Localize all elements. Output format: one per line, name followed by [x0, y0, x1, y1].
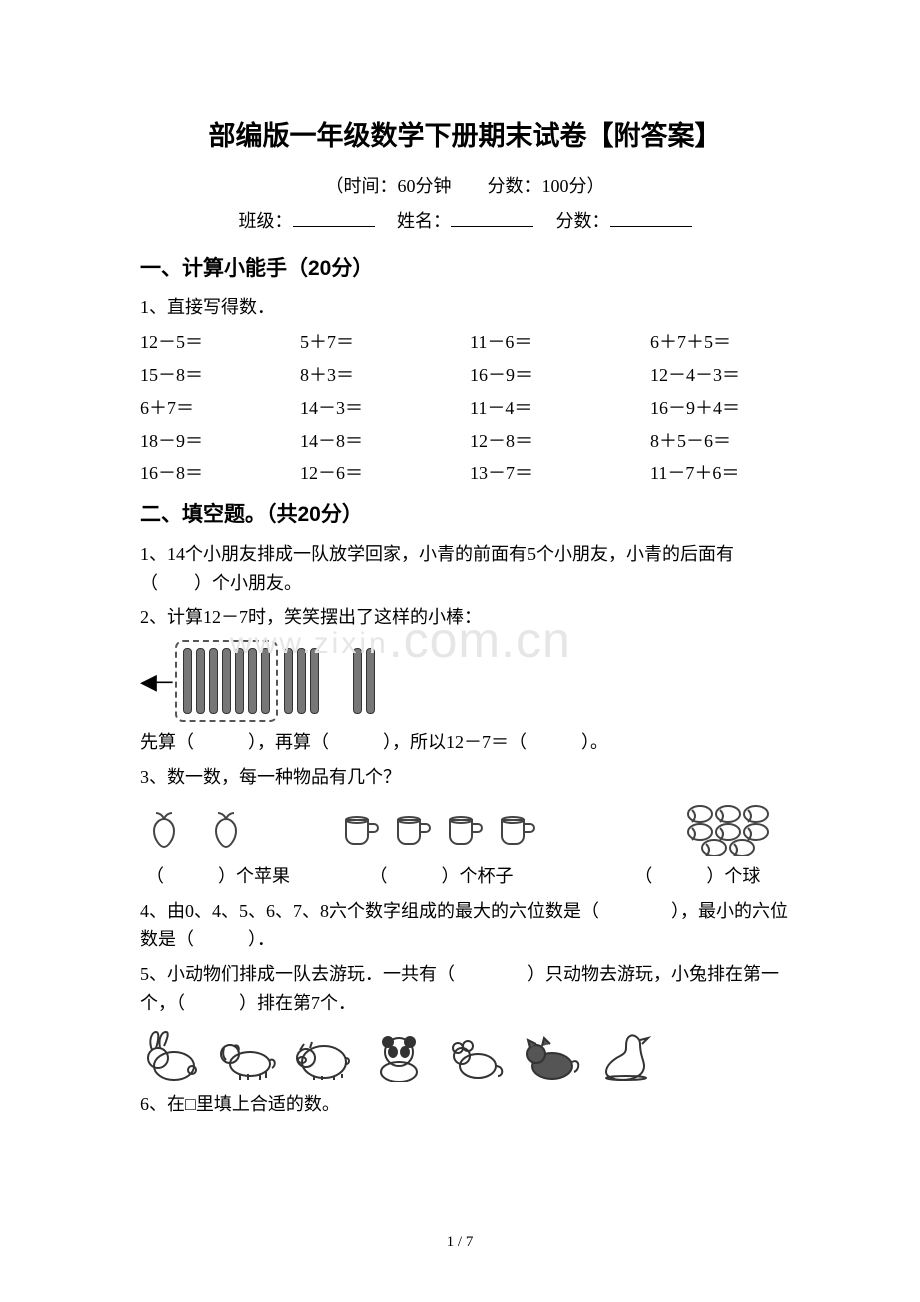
- math-cell: 12－6＝: [300, 459, 470, 488]
- sticks-diagram: ◀─: [140, 640, 790, 722]
- stick-icon: [183, 648, 192, 714]
- math-row: 15－8＝8＋3＝16－9＝12－4－3＝: [140, 361, 790, 390]
- goose-icon: [596, 1030, 658, 1082]
- meta-line: （时间：60分钟 分数：100分）: [140, 172, 790, 201]
- stick-icon: [196, 648, 205, 714]
- class-label: 班级：: [239, 211, 293, 231]
- math-cell: 16－8＝: [140, 459, 300, 488]
- cup-group: [340, 810, 590, 848]
- stick-icon: [310, 648, 319, 714]
- section-1-heading: 一、计算小能手（20分）: [140, 252, 790, 286]
- dog-icon: [216, 1030, 278, 1082]
- math-cell: 11－7＋6＝: [650, 459, 790, 488]
- apple-label: （ ）个苹果: [140, 862, 345, 891]
- math-cell: 16－9＋4＝: [650, 394, 790, 423]
- math-cell: 16－9＝: [470, 361, 650, 390]
- stick-icon: [366, 648, 375, 714]
- balls-icon: [682, 802, 770, 856]
- q2-4: 4、由0、4、5、6、7、8六个数字组成的最大的六位数是（ ），最小的六位数是（…: [140, 897, 790, 955]
- animals-row: [140, 1030, 790, 1082]
- math-row: 18－9＝14－8＝12－8＝8＋5－6＝: [140, 427, 790, 456]
- q1-1-label: 1、直接写得数．: [140, 293, 790, 322]
- ball-label: （ ）个球: [592, 862, 790, 891]
- stick-icon: [261, 648, 270, 714]
- math-row: 6＋7＝14－3＝11－4＝16－9＋4＝: [140, 394, 790, 423]
- math-cell: 14－3＝: [300, 394, 470, 423]
- math-cell: 13－7＝: [470, 459, 650, 488]
- math-cell: 11－4＝: [470, 394, 650, 423]
- pig-icon: [292, 1030, 354, 1082]
- stick-icon: [297, 648, 306, 714]
- section-2-heading: 二、填空题。（共20分）: [140, 498, 790, 532]
- page: 部编版一年级数学下册期末试卷【附答案】 （时间：60分钟 分数：100分） 班级…: [0, 0, 920, 1302]
- stick-icon: [209, 648, 218, 714]
- stick-icon: [353, 648, 362, 714]
- apple-icon: [202, 809, 250, 849]
- q2-2-intro: 2、计算12－7时，笑笑摆出了这样的小棒：: [140, 603, 790, 632]
- q2-5: 5、小动物们排成一队去游玩．一共有（ ）只动物去游玩，小兔排在第一个，（ ）排在…: [140, 960, 790, 1018]
- score-label: 分数：: [556, 211, 610, 231]
- math-cell: 8＋3＝: [300, 361, 470, 390]
- q2-1: 1、14个小朋友排成一队放学回家，小青的前面有5个小朋友，小青的后面有（ ）个小…: [140, 540, 790, 598]
- math-cell: 5＋7＝: [300, 328, 470, 357]
- math-grid: 12－5＝5＋7＝11－6＝6＋7＋5＝ 15－8＝8＋3＝16－9＝12－4－…: [140, 328, 790, 488]
- math-cell: 12－5＝: [140, 328, 300, 357]
- math-row: 16－8＝12－6＝13－7＝11－7＋6＝: [140, 459, 790, 488]
- mouse-icon: [444, 1030, 506, 1082]
- class-blank[interactable]: [293, 208, 375, 227]
- arrow-left-icon: ◀─: [140, 664, 173, 699]
- stick-icon: [248, 648, 257, 714]
- sticks-dashed-box: [175, 640, 278, 722]
- math-cell: 11－6＝: [470, 328, 650, 357]
- cat-icon: [520, 1030, 582, 1082]
- math-cell: 8＋5－6＝: [650, 427, 790, 456]
- math-cell: 6＋7＝: [140, 394, 300, 423]
- page-title: 部编版一年级数学下册期末试卷【附答案】: [140, 115, 790, 158]
- sticks-after: [284, 648, 375, 714]
- q2-6: 6、在□里填上合适的数。: [140, 1090, 790, 1119]
- cup-icon: [340, 810, 382, 848]
- math-cell: 6＋7＋5＝: [650, 328, 790, 357]
- math-cell: 12－8＝: [470, 427, 650, 456]
- name-label: 姓名：: [397, 211, 451, 231]
- stick-icon: [235, 648, 244, 714]
- q2-2-fill: 先算（ ），再算（ ），所以12－7＝（ ）。: [140, 728, 790, 757]
- rabbit-icon: [140, 1030, 202, 1082]
- q2-3-intro: 3、数一数，每一种物品有几个？: [140, 763, 790, 792]
- math-cell: 12－4－3＝: [650, 361, 790, 390]
- math-cell: 14－8＝: [300, 427, 470, 456]
- cup-icon: [444, 810, 486, 848]
- stick-icon: [222, 648, 231, 714]
- math-cell: 15－8＝: [140, 361, 300, 390]
- apple-icon: [140, 809, 188, 849]
- panda-icon: [368, 1030, 430, 1082]
- score-blank[interactable]: [610, 208, 692, 227]
- cup-icon: [496, 810, 538, 848]
- items-row: [140, 802, 790, 856]
- stick-icon: [284, 648, 293, 714]
- math-cell: 18－9＝: [140, 427, 300, 456]
- name-blank[interactable]: [451, 208, 533, 227]
- math-row: 12－5＝5＋7＝11－6＝6＋7＋5＝: [140, 328, 790, 357]
- cup-label: （ ）个杯子: [345, 862, 592, 891]
- items-labels-row: （ ）个苹果 （ ）个杯子 （ ）个球: [140, 862, 790, 891]
- apple-group: [140, 809, 340, 849]
- cup-icon: [392, 810, 434, 848]
- page-number: 1 / 7: [0, 1230, 920, 1254]
- form-line: 班级： 姓名： 分数：: [140, 207, 790, 236]
- ball-group: [590, 802, 770, 856]
